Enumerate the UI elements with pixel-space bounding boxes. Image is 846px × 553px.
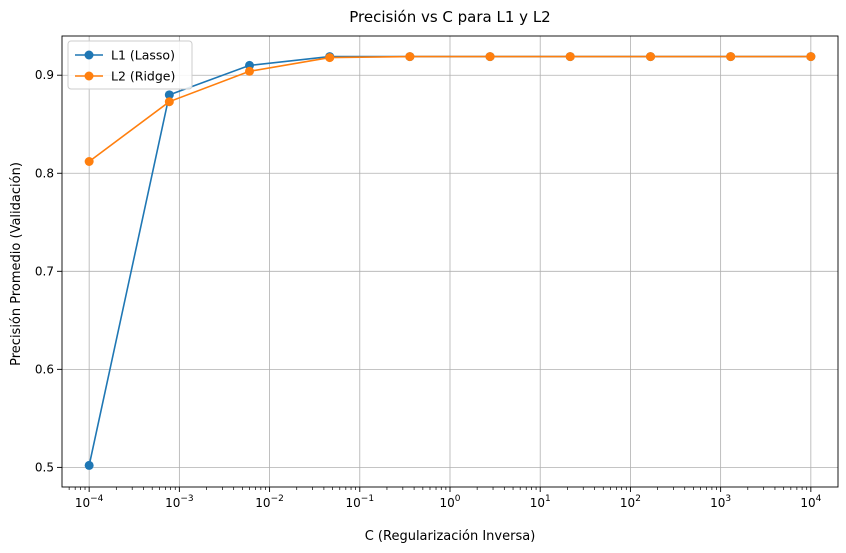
series-2-point-9 xyxy=(806,52,816,62)
y-axis-ticks: 0.5 0.6 0.7 0.8 0.9 xyxy=(35,68,62,474)
x-tick-label-0: 10−4 xyxy=(75,494,104,510)
chart-title: Precisión vs C para L1 y L2 xyxy=(349,8,550,26)
x-tick-label-3: 10−1 xyxy=(346,494,375,510)
y-tick-label-1: 0.6 xyxy=(35,362,54,376)
series-2-point-4 xyxy=(405,52,415,62)
series-1-point-1 xyxy=(164,90,174,100)
series-2 xyxy=(84,52,816,166)
series-2-point-1 xyxy=(164,97,174,107)
legend-label-2: L2 (Ridge) xyxy=(111,69,175,84)
series-1-point-0 xyxy=(84,460,94,470)
legend-marker-2 xyxy=(84,71,94,81)
series-2-point-8 xyxy=(726,52,736,62)
x-tick-label-7: 103 xyxy=(710,494,731,510)
series-2-point-0 xyxy=(84,156,94,166)
series-2-point-5 xyxy=(485,52,495,62)
y-tick-label-4: 0.9 xyxy=(35,68,54,82)
grid-lines xyxy=(62,36,838,487)
y-axis-label: Precisión Promedio (Validación) xyxy=(9,162,24,366)
x-axis-label: C (Regularización Inversa) xyxy=(365,529,536,544)
series-2-point-2 xyxy=(244,66,254,76)
series-2-line xyxy=(88,55,811,163)
legend: L1 (Lasso) L2 (Ridge) xyxy=(67,40,193,90)
plot-area: 10−4 10−3 10−2 10−1 100 101 102 103 104 0.5 0.6 0.7… xyxy=(35,35,839,510)
x-tick-label-5: 101 xyxy=(530,494,551,510)
legend-label-1: L1 (Lasso) xyxy=(111,48,175,63)
y-tick-label-2: 0.7 xyxy=(35,264,54,278)
y-tick-label-3: 0.8 xyxy=(35,166,54,180)
legend-marker-1 xyxy=(84,50,94,60)
legend-box xyxy=(67,40,193,90)
x-tick-label-1: 10−3 xyxy=(165,494,194,510)
x-tick-label-4: 100 xyxy=(439,494,460,510)
y-tick-label-0: 0.5 xyxy=(35,460,54,474)
series-2-point-3 xyxy=(325,53,335,63)
x-tick-label-2: 10−2 xyxy=(255,494,284,510)
x-tick-label-6: 102 xyxy=(620,494,641,510)
x-tick-label-8: 104 xyxy=(800,494,821,510)
series-2-point-6 xyxy=(565,52,575,62)
x-axis-ticks: 10−4 10−3 10−2 10−1 100 101 102 103 104 xyxy=(68,487,822,510)
series-2-point-7 xyxy=(646,52,656,62)
